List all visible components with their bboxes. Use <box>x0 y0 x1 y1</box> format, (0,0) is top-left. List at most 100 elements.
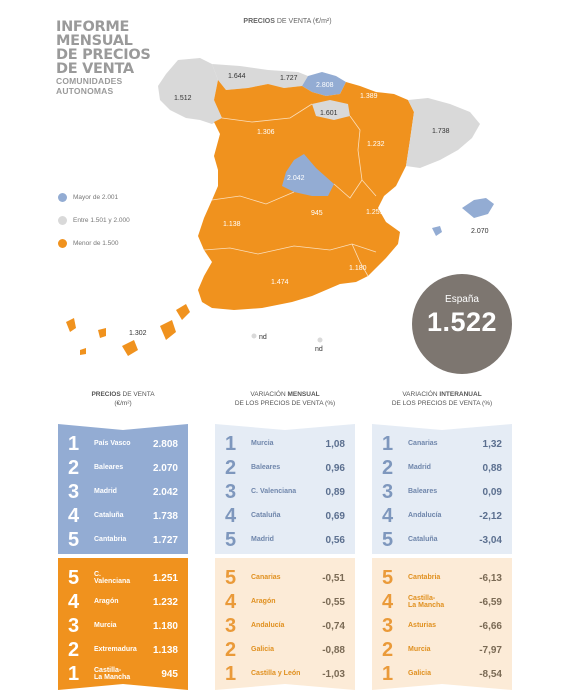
col-head-line2: (€/m²) <box>114 400 132 407</box>
region-name: Aragón <box>251 598 276 606</box>
region-name: Murcia <box>408 646 431 654</box>
region-name: Madrid <box>408 464 431 472</box>
region-value: -1,03 <box>322 668 345 680</box>
legend-label: Menor de 1.500 <box>73 240 119 247</box>
column-header-mensual: VARIACIÓN MENSUAL DE LOS PRECIOS DE VENT… <box>215 390 355 408</box>
table-row: 5 Cantabria -6,13 <box>382 566 502 590</box>
table-row: 1 Canarias 1,32 <box>382 432 502 456</box>
label-andalucia: 1.474 <box>271 279 289 286</box>
region-la-rioja <box>312 100 350 120</box>
label-extremadura: 1.138 <box>223 221 241 228</box>
label-castilla-leon: 1.306 <box>257 129 275 136</box>
rank-number: 5 <box>382 567 394 589</box>
rank-number: 1 <box>225 433 237 455</box>
region-value: -6,13 <box>479 572 502 584</box>
region-value: -0,88 <box>322 644 345 656</box>
table-row: 5 Cataluña -3,04 <box>382 528 502 552</box>
region-madrid <box>282 154 334 196</box>
table-row: 2 Murcia -7,97 <box>382 638 502 662</box>
rank-number: 1 <box>382 663 394 685</box>
rank-number: 3 <box>225 615 237 637</box>
region-value: -6,66 <box>479 620 502 632</box>
label-baleares: 2.070 <box>471 228 489 235</box>
ranking-precios-top: 1 País Vasco 2.808 2 Baleares 2.070 3 Madrid 2… <box>58 424 188 554</box>
label-navarra: 1.389 <box>360 93 378 100</box>
table-row: 3 Andalucía -0,74 <box>225 614 345 638</box>
title-line: MENSUAL <box>56 33 133 49</box>
table-row: 3 C. Valenciana 0,89 <box>225 480 345 504</box>
region-canarias-1 <box>176 304 190 320</box>
rank-number: 5 <box>382 529 394 551</box>
region-value: 0,09 <box>482 486 502 498</box>
rank-number: 4 <box>68 591 80 613</box>
rank-number: 4 <box>225 505 237 527</box>
region-name: Castilla- La Mancha <box>94 666 131 681</box>
legend-item: Mayor de 2.001 <box>58 186 130 209</box>
region-name: Baleares <box>408 488 438 496</box>
region-value: -7,97 <box>479 644 502 656</box>
region-value: 1.180 <box>152 620 178 632</box>
region-baleares-small <box>432 226 442 236</box>
table-row: 5 Canarias -0,51 <box>225 566 345 590</box>
region-name: Extremadura <box>94 646 137 654</box>
col-head-pre: VARIACIÓN <box>402 391 440 398</box>
region-value: 1,32 <box>482 438 502 450</box>
col-head-bold: PRECIOS <box>91 391 121 398</box>
region-value: -0,55 <box>322 596 345 608</box>
map-heading-bold: PRECIOS <box>243 18 275 25</box>
region-value: -0,51 <box>322 572 345 584</box>
region-value: 1.251 <box>152 572 178 584</box>
rank-number: 2 <box>382 639 394 661</box>
table-row: 4 Castilla- La Mancha -6,59 <box>382 590 502 614</box>
table-row: 1 Castilla- La Mancha 945 <box>68 662 178 686</box>
table-row: 3 Murcia 1.180 <box>68 614 178 638</box>
region-name: Asturias <box>408 622 437 630</box>
rank-number: 5 <box>225 529 237 551</box>
region-cantabria <box>268 70 308 88</box>
subtitle-line: AUTONOMAS <box>56 86 114 96</box>
region-name: Castilla- La Mancha <box>408 594 445 609</box>
rank-number: 4 <box>68 505 80 527</box>
region-name: Canarias <box>408 440 438 448</box>
region-pais-vasco <box>302 72 346 96</box>
table-row: 2 Madrid 0,88 <box>382 456 502 480</box>
rank-number: 1 <box>68 433 80 455</box>
label-madrid: 2.042 <box>287 175 305 182</box>
title-line: DE VENTA <box>56 61 134 77</box>
region-value: 0,96 <box>325 462 345 474</box>
label-murcia: 1.180 <box>349 265 367 272</box>
label-pais-vasco: 2.808 <box>316 82 334 89</box>
label-aragon: 1.232 <box>367 141 385 148</box>
subtitle-line: COMUNIDADES <box>56 76 123 86</box>
ranking-mensual-top: 1 Murcia 1,08 2 Baleares 0,96 3 C. Valenciana… <box>215 424 355 554</box>
region-name: Baleares <box>94 464 124 472</box>
rank-number: 4 <box>225 591 237 613</box>
col-head-line2: DE LOS PRECIOS DE VENTA (%) <box>234 400 336 407</box>
label-c-valenciana: 1.251 <box>366 209 384 216</box>
map-legend: Mayor de 2.001 Entre 1.501 y 2.000 Menor… <box>58 186 130 255</box>
col-head-pre: VARIACIÓN <box>250 391 288 398</box>
region-canarias-6 <box>80 348 86 355</box>
table-row: 4 Cataluña 1.738 <box>68 504 178 528</box>
table-row: 1 Murcia 1,08 <box>225 432 345 456</box>
legend-swatch <box>58 193 67 202</box>
region-baleares <box>462 198 494 218</box>
region-name: Cataluña <box>94 512 124 520</box>
rank-number: 2 <box>225 639 237 661</box>
region-value: 0,56 <box>325 534 345 546</box>
legend-swatch <box>58 216 67 225</box>
rank-number: 1 <box>225 663 237 685</box>
table-row: 4 Aragón 1.232 <box>68 590 178 614</box>
rank-number: 3 <box>68 615 80 637</box>
label-canarias: 1.302 <box>129 330 147 337</box>
label-ceuta: nd <box>259 334 267 341</box>
region-value: 0,89 <box>325 486 345 498</box>
col-head-line2: DE LOS PRECIOS DE VENTA (%) <box>391 400 493 407</box>
region-name: Murcia <box>94 622 117 630</box>
region-canarias-4 <box>98 328 106 338</box>
region-name: Madrid <box>251 536 274 544</box>
table-row: 2 Extremadura 1.138 <box>68 638 178 662</box>
table-row: 5 Madrid 0,56 <box>225 528 345 552</box>
table-row: 2 Baleares 0,96 <box>225 456 345 480</box>
table-row: 1 Galicia -8,54 <box>382 662 502 686</box>
